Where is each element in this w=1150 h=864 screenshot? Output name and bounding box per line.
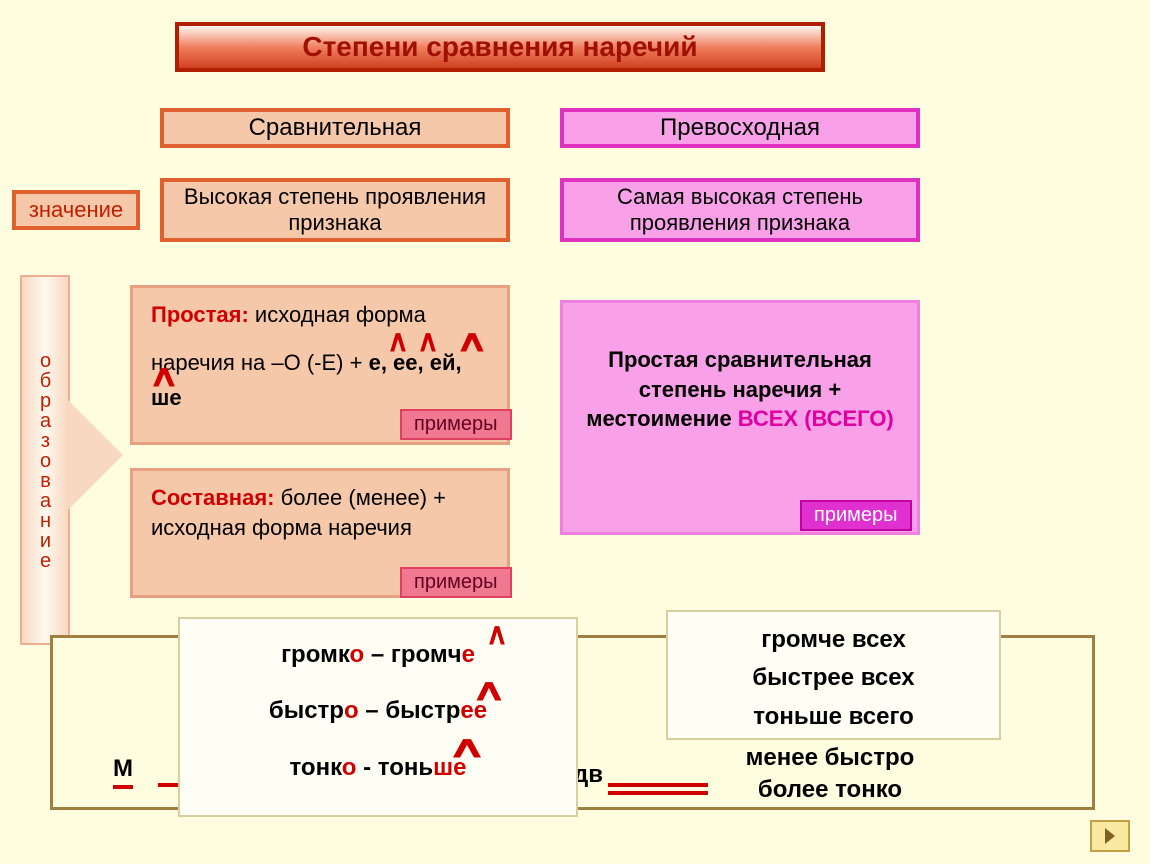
comp-ex2: более тонко (680, 776, 980, 804)
caret-she: ∧ (149, 357, 180, 398)
ex3a: тонк (289, 754, 341, 781)
main-title: Степени сравнения наречий (175, 22, 825, 72)
next-button[interactable] (1090, 820, 1130, 852)
caret-ee: ∧ (417, 322, 439, 363)
ex1o: о (350, 641, 365, 668)
simple-line2a: наречия на –О (-Е) + (151, 350, 369, 375)
comp-ex1: менее быстро (680, 744, 980, 772)
formation-label-box: образование (20, 275, 70, 645)
superlative-highlight: ВСЕХ (ВСЕГО) (738, 406, 894, 431)
ex3o: о (342, 754, 357, 781)
sup-ex1: громче всех (686, 624, 981, 656)
superlative-examples-box: громче всех быстрее всех тоньше всего (666, 610, 1001, 740)
c1: ∧ (486, 615, 508, 656)
caret-e: ∧ (387, 322, 409, 363)
comparative-examples-box: громко – громче ∧ быстро – быстрее ∧ тон… (178, 617, 578, 817)
ex1e: е (462, 641, 475, 668)
superlative-examples-button[interactable]: примеры (800, 500, 912, 531)
caret-ej: ∧ (456, 322, 489, 363)
ex1a: громк (281, 641, 349, 668)
ex3b: - тонь (356, 754, 433, 781)
superlative-header: Превосходная (560, 108, 920, 148)
simple-suffixes: е, ее, ей, (369, 350, 462, 375)
compound-examples-peek: менее быстро более тонко (680, 744, 980, 804)
chevron-right-icon (1100, 826, 1120, 846)
sup-ex3: тоньше всего (686, 701, 981, 733)
formation-label: образование (34, 350, 57, 570)
comparative-header: Сравнительная (160, 108, 510, 148)
sup-ex2: быстрее всех (686, 662, 981, 694)
simple-title: Простая: (151, 302, 249, 327)
c2: ∧ (471, 671, 506, 712)
ex2a: быстр (269, 697, 344, 724)
formation-arrow-head (68, 400, 123, 510)
compound-examples-button[interactable]: примеры (400, 567, 512, 598)
simple-examples-button[interactable]: примеры (400, 409, 512, 440)
ex1b: – громч (364, 641, 461, 668)
superlative-meaning: Самая высокая степень проявления признак… (560, 178, 920, 242)
ex2b: – быстр (359, 697, 461, 724)
meaning-label: значение (12, 190, 140, 230)
bottom-m: М (113, 755, 133, 789)
ex2o: о (344, 697, 359, 724)
compound-title: Составная: (151, 485, 275, 510)
c3: ∧ (447, 728, 487, 769)
comparative-meaning: Высокая степень проявления признака (160, 178, 510, 242)
